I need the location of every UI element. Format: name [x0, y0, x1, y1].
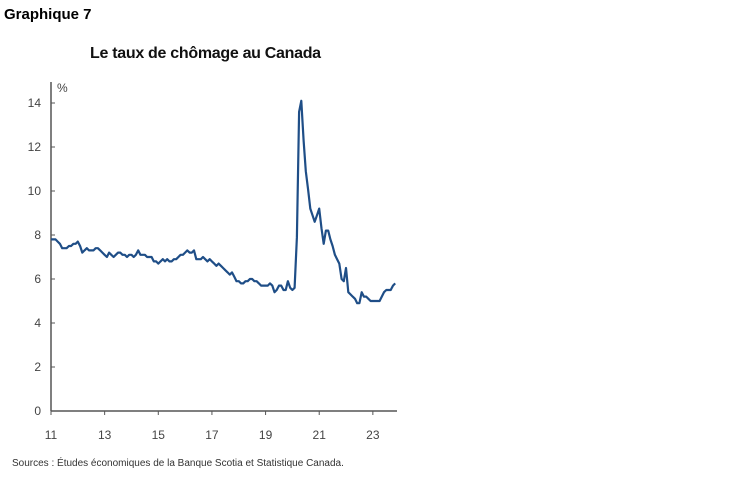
x-tick-label: 21: [313, 428, 327, 442]
chart-title: Le taux de chômage au Canada: [90, 45, 321, 62]
y-tick-label: 14: [28, 96, 42, 110]
y-tick-label: 4: [34, 316, 41, 330]
y-tick-label: 2: [34, 360, 41, 374]
source-note: Sources : Études économiques de la Banqu…: [12, 458, 344, 469]
y-tick-label: 10: [28, 184, 42, 198]
x-tick-label: 23: [366, 428, 380, 442]
y-tick-label: 8: [34, 228, 41, 242]
figure-label: Graphique 7: [4, 6, 92, 23]
x-tick-label: 17: [205, 428, 219, 442]
y-axis-unit-label: %: [57, 81, 68, 95]
unemployment-rate-line: [51, 99, 396, 305]
y-tick-label: 6: [34, 272, 41, 286]
y-tick-label: 12: [28, 140, 42, 154]
x-tick-label: 15: [152, 428, 166, 442]
x-tick-label: 13: [98, 428, 112, 442]
x-tick-label: 19: [259, 428, 273, 442]
y-tick-label: 0: [34, 404, 41, 418]
x-tick-label: 11: [45, 428, 58, 442]
